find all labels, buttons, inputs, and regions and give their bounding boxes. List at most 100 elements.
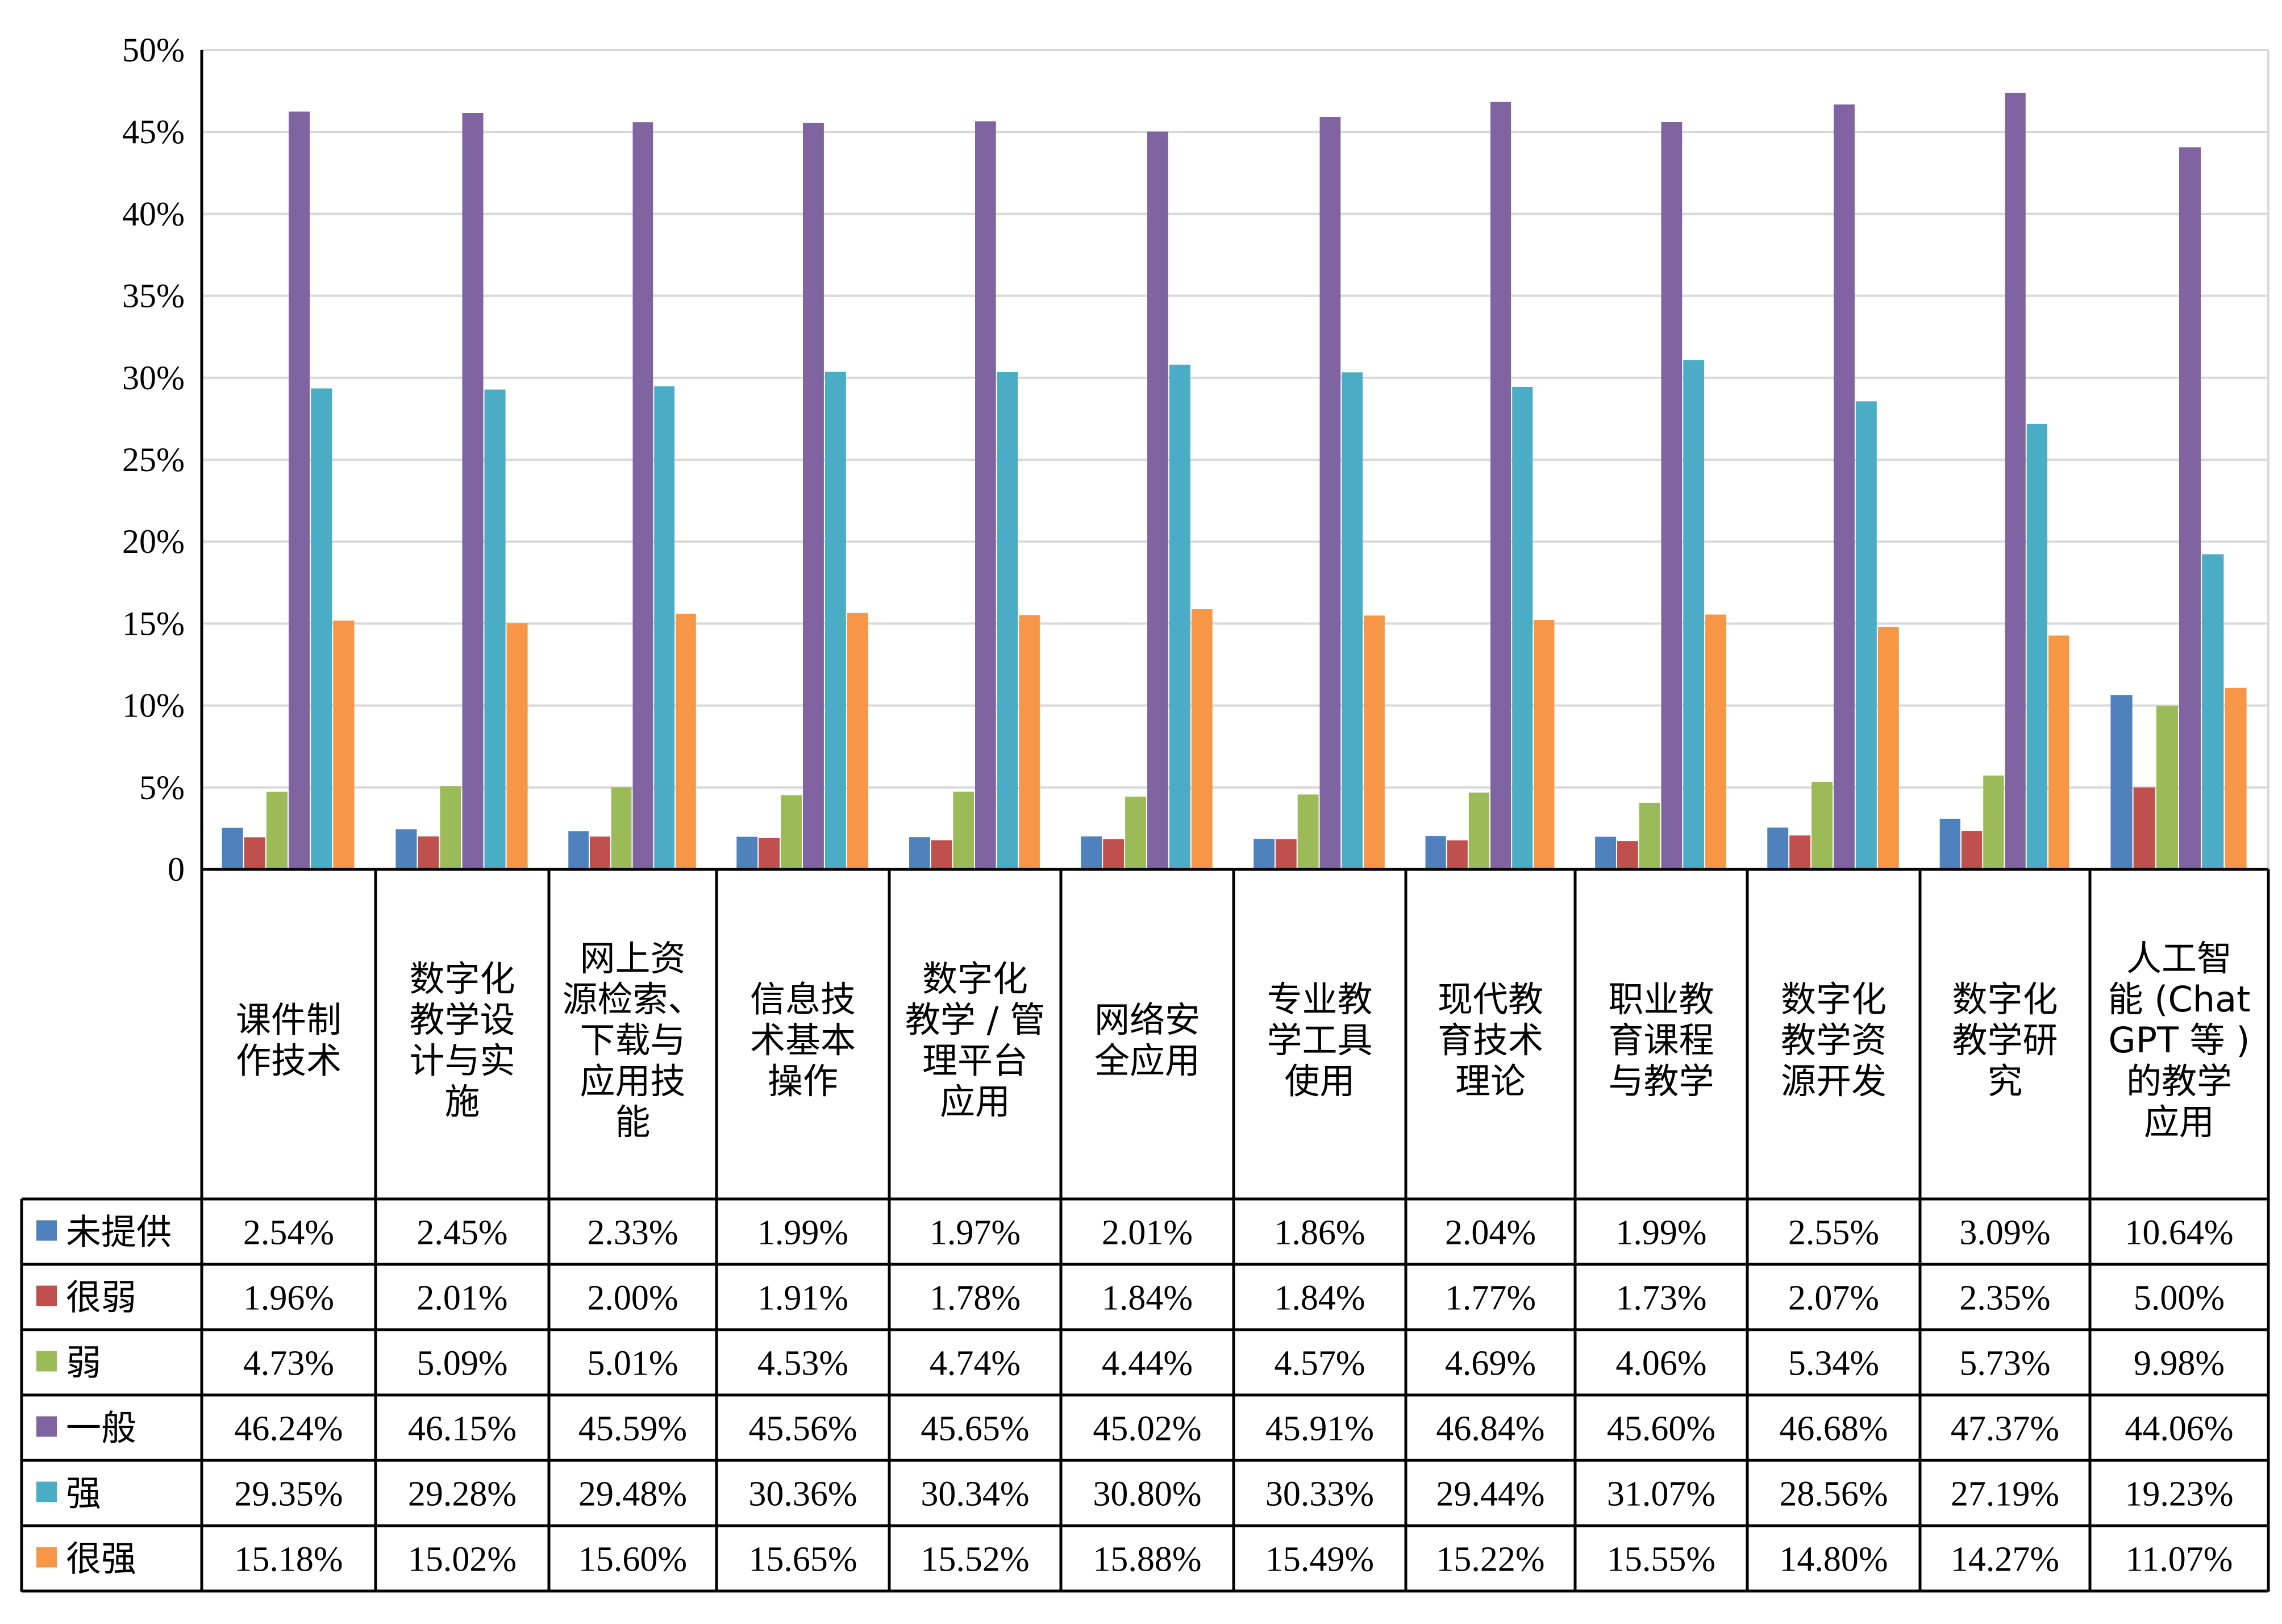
bar (676, 614, 696, 869)
data-table-cell: 31.07% (1607, 1475, 1715, 1514)
bar (1983, 775, 2004, 869)
bars (222, 93, 2247, 870)
category-label: 数字化 (1952, 978, 2058, 1020)
data-table-cell: 46.84% (1436, 1410, 1544, 1448)
data-table-cell: 15.52% (921, 1540, 1029, 1579)
data-table-cell: 19.23% (2125, 1475, 2233, 1514)
bar (803, 123, 824, 870)
category-label: 源开发 (1781, 1060, 1887, 1102)
data-table-cell: 1.91% (757, 1279, 848, 1318)
data-table-cell: 1.99% (1615, 1214, 1706, 1252)
bar (1939, 818, 1960, 869)
category-label: 数字化 (409, 958, 515, 1000)
bar (2133, 787, 2155, 869)
category-label: 究 (1987, 1060, 2022, 1102)
category-label: 专业教 (1267, 978, 1372, 1020)
data-table-cell: 1.96% (243, 1279, 334, 1318)
category-label: 教学 / 管 (905, 999, 1045, 1040)
data-table-cell: 46.24% (234, 1410, 343, 1448)
data-table-cell: 45.60% (1607, 1410, 1715, 1448)
bar (2179, 147, 2201, 870)
bar (2202, 554, 2224, 869)
data-table-cell: 11.07% (2126, 1540, 2233, 1579)
data-table-cell: 4.06% (1615, 1344, 1706, 1383)
gridlines (202, 49, 2269, 869)
legend-swatch (36, 1416, 57, 1437)
y-tick-label: 20% (122, 523, 185, 560)
bar (1319, 116, 1341, 870)
category-label: GPT 等 ) (2109, 1019, 2250, 1061)
bar (289, 111, 310, 870)
data-table-cell: 2.45% (417, 1214, 507, 1252)
data-table-cell: 5.09% (417, 1344, 507, 1383)
data-table-cell: 14.80% (1779, 1540, 1888, 1579)
data-table-cell: 47.37% (1951, 1410, 2059, 1448)
category-label: 学工具 (1267, 1019, 1372, 1061)
bar (1812, 781, 1833, 869)
bar (736, 836, 758, 869)
data-table-cell: 9.98% (2134, 1344, 2225, 1383)
category-label: 教学研 (1952, 1019, 2058, 1061)
bar (1147, 131, 1168, 870)
legend-swatch (36, 1481, 57, 1502)
bar (1834, 104, 1855, 870)
category-label: 术基本 (750, 1019, 856, 1061)
data-table-cell: 4.53% (757, 1344, 848, 1383)
category-label: 信息技 (750, 978, 856, 1020)
data-table-cell: 4.57% (1274, 1344, 1365, 1383)
data-table-cell: 1.99% (757, 1214, 848, 1252)
category-label: 作技术 (236, 1040, 342, 1081)
bar (1081, 836, 1102, 869)
bar (222, 827, 243, 869)
data-table-cell: 5.01% (587, 1344, 678, 1383)
data-table-cell: 45.91% (1265, 1410, 1374, 1448)
bar (1534, 620, 1555, 869)
data-table-cell: 29.44% (1436, 1475, 1544, 1514)
category-label: 能 (615, 1101, 650, 1143)
data-table-cell: 4.69% (1445, 1344, 1536, 1383)
legend-label: 很弱 (66, 1277, 136, 1318)
category-label: 使用 (1284, 1060, 1355, 1102)
y-tick-label: 50% (122, 31, 185, 69)
bar (654, 386, 675, 869)
bar (1661, 122, 1683, 869)
data-table-cell: 1.78% (930, 1279, 1021, 1318)
category-label: 应用 (2144, 1101, 2214, 1143)
data-table-cell: 44.06% (2125, 1410, 2233, 1448)
category-label: 职业教 (1608, 978, 1714, 1020)
y-tick-label: 40% (122, 195, 185, 232)
bar (1490, 102, 1511, 869)
data-table-cell: 4.74% (930, 1344, 1021, 1383)
bar (1767, 827, 1789, 869)
category-label: 全应用 (1094, 1040, 1200, 1081)
data-table-cell: 2.55% (1788, 1214, 1879, 1252)
legend-label: 强 (66, 1473, 101, 1514)
bar (2048, 635, 2069, 869)
data-table-cell: 15.65% (748, 1540, 857, 1579)
category-label: 网上资 (580, 938, 685, 979)
bar (2110, 695, 2133, 869)
data-table-cell: 5.00% (2134, 1279, 2225, 1318)
category-label: 能 (Chat (2108, 978, 2251, 1020)
data-table-cell: 4.73% (243, 1344, 334, 1383)
category-label: 下载与 (580, 1019, 685, 1061)
y-tick-label: 10% (122, 687, 185, 724)
bar (632, 122, 653, 869)
bar (418, 836, 439, 869)
data-table-cell: 2.35% (1959, 1279, 2050, 1318)
data-table-cell: 4.44% (1102, 1344, 1193, 1383)
bar (462, 113, 484, 870)
data-table-cell: 1.73% (1615, 1279, 1706, 1318)
bar (847, 613, 868, 869)
bar (1595, 836, 1616, 869)
category-label: 教学设 (409, 999, 515, 1040)
data-table-cell: 45.02% (1093, 1410, 1201, 1448)
legend-label: 未提供 (66, 1211, 172, 1253)
data-table-cell: 28.56% (1779, 1475, 1888, 1514)
bar (1297, 794, 1319, 869)
data-table-cell: 15.60% (578, 1540, 687, 1579)
category-label: 课件制 (236, 999, 342, 1040)
bar (1447, 840, 1468, 869)
data-table-cell: 45.59% (578, 1410, 687, 1448)
